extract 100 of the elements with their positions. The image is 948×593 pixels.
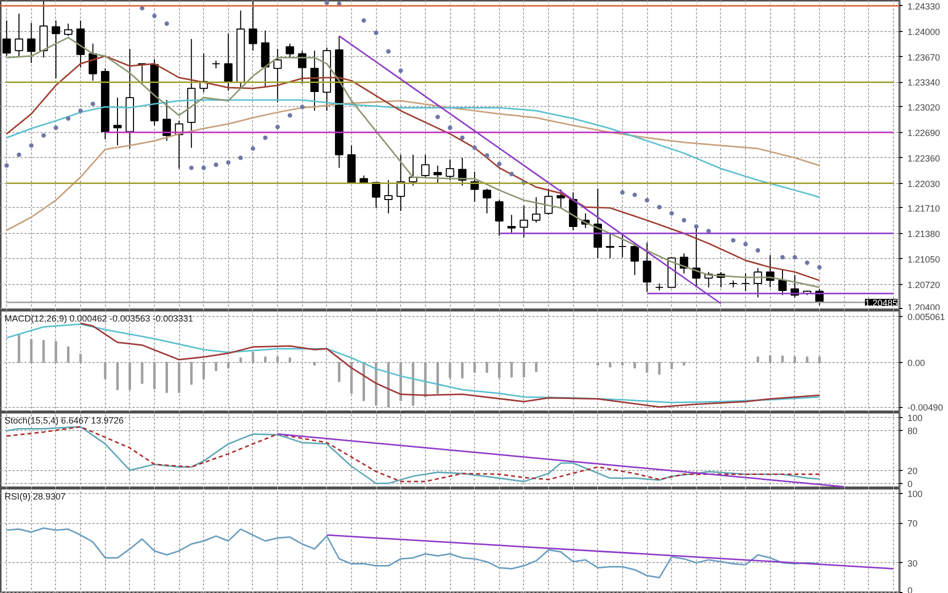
y-tick-label: 1.23340 (908, 78, 940, 88)
point (164, 21, 170, 26)
point (78, 108, 83, 114)
point (324, 0, 330, 6)
candlestick (482, 188, 492, 214)
candlestick (162, 99, 171, 142)
point (694, 224, 699, 229)
point (756, 248, 760, 253)
y-tick-label: 1.21050 (908, 254, 940, 264)
candlestick (630, 242, 639, 276)
point (669, 211, 674, 216)
point (620, 190, 625, 195)
point (214, 162, 218, 167)
point (152, 14, 157, 18)
point (632, 192, 637, 198)
y-tick-label: 20 (908, 466, 918, 476)
point (682, 218, 686, 223)
candlestick (618, 232, 627, 258)
point (201, 166, 206, 170)
candlestick (642, 242, 652, 292)
y-tick-label: 100 (908, 413, 923, 424)
point (16, 152, 22, 157)
point (362, 18, 366, 23)
candlestick (224, 33, 233, 92)
point (189, 166, 194, 170)
candlestick (52, 20, 60, 79)
point (780, 255, 785, 260)
point (336, 1, 342, 6)
candlestick (606, 232, 614, 259)
point (792, 255, 798, 260)
candlestick (113, 97, 122, 146)
point (398, 68, 403, 73)
point (743, 242, 748, 246)
y-tick-label: 0 (908, 478, 913, 489)
point (497, 162, 502, 166)
y-tick-label: 1.22690 (908, 128, 940, 138)
point (66, 116, 70, 121)
point (657, 204, 662, 210)
point (4, 163, 9, 168)
point (460, 136, 465, 140)
y-tick-label: 100 (908, 488, 923, 499)
candlestick (433, 165, 442, 183)
candlestick (27, 22, 36, 64)
point (484, 153, 490, 158)
point (374, 30, 378, 36)
candlestick (396, 154, 405, 212)
point (804, 260, 810, 265)
y-tick-label: 30 (908, 558, 918, 568)
candlestick (532, 196, 540, 224)
line-series (6, 100, 820, 232)
candlestick (88, 43, 98, 82)
candlestick (372, 182, 380, 208)
candlestick (64, 23, 72, 36)
candlestick (520, 205, 528, 238)
candlestick (446, 158, 454, 181)
point (644, 198, 650, 202)
candlestick (261, 30, 270, 88)
point (435, 114, 440, 120)
candlestick (286, 43, 294, 58)
y-tick-label: 80 (908, 426, 918, 436)
y-tick-label: 1.24330 (908, 1, 940, 12)
point (706, 228, 711, 234)
point (509, 172, 514, 176)
point (386, 49, 391, 54)
y-tick-label: 1.20720 (908, 280, 940, 290)
y-tick-label: 0.005061 (908, 312, 946, 322)
candlestick (556, 188, 566, 208)
y-tick-label: 0.00 (908, 358, 926, 368)
point (300, 104, 304, 110)
y-tick-label: 1.23020 (908, 102, 940, 112)
candlestick (2, 20, 11, 57)
y-tick-label: 1.21710 (908, 203, 940, 214)
point (238, 156, 243, 160)
point (54, 125, 58, 130)
candlestick (778, 269, 787, 296)
point (90, 102, 96, 106)
candlestick (273, 48, 282, 103)
point (29, 143, 34, 148)
y-tick-label: 70 (908, 518, 918, 529)
chart-title: MACD(12,26,9) 0.000462 -0.003563 -0.003331 (4, 314, 194, 324)
y-tick-label: 1.22030 (908, 178, 940, 189)
point (730, 238, 736, 243)
y-tick-label: 1.23670 (908, 52, 940, 62)
line-series (6, 527, 820, 578)
point (472, 146, 477, 150)
annotation: 1.20485 (864, 298, 898, 308)
candlestick (384, 180, 393, 214)
point (817, 265, 822, 270)
candlestick (507, 214, 516, 234)
point (275, 124, 280, 130)
y-tick-label: 1.24000 (908, 26, 940, 37)
point (41, 133, 46, 138)
point (226, 160, 231, 165)
candlestick (248, 0, 258, 52)
y-tick-label: 1.21380 (908, 228, 940, 239)
point (448, 125, 452, 130)
point (288, 113, 292, 118)
point (263, 136, 268, 140)
y-tick-label: -0.00490 (908, 402, 944, 413)
y-tick-label: 1.22360 (908, 153, 940, 164)
